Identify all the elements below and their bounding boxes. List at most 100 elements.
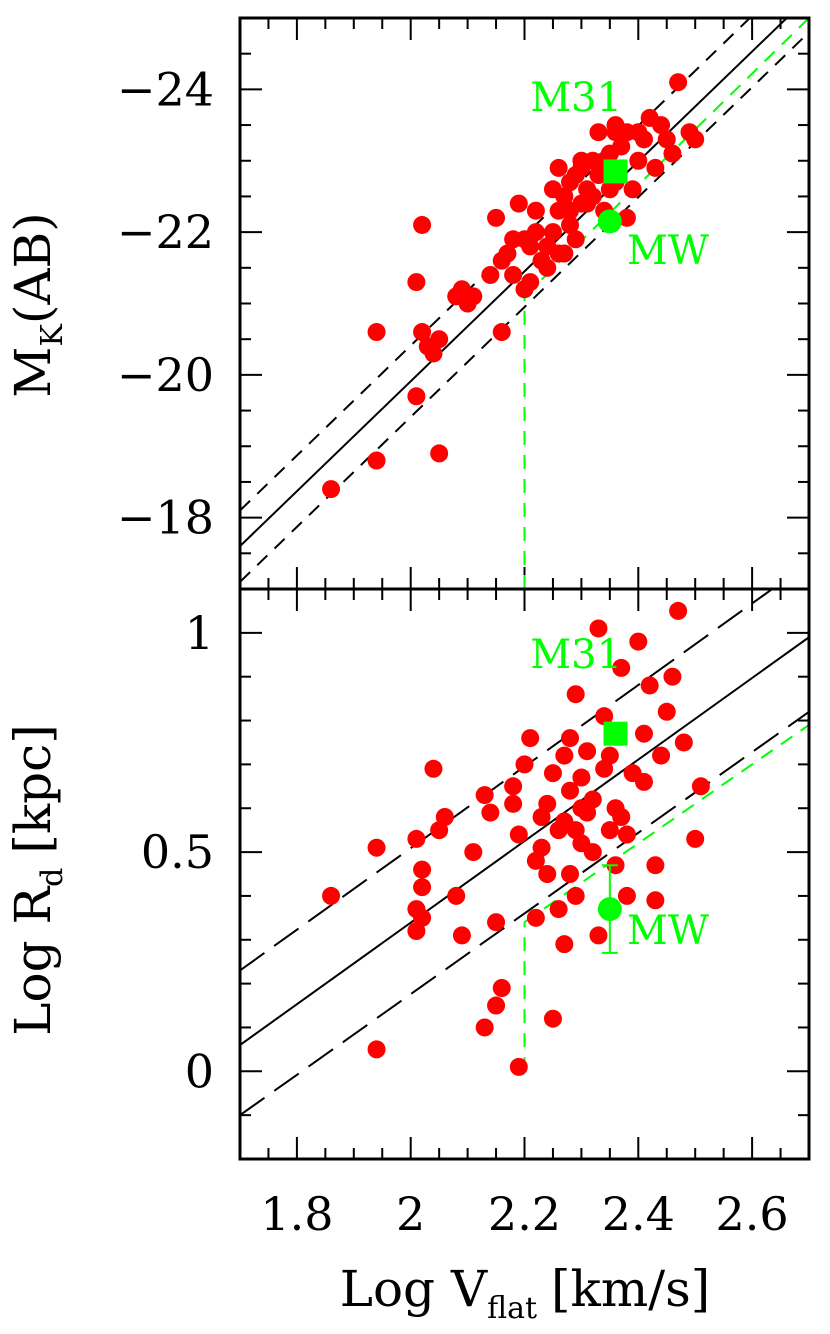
bottom-data-point: [561, 781, 580, 800]
top-data-point: [623, 180, 642, 199]
bottom-data-point: [600, 746, 619, 765]
bottom-data-point: [555, 812, 574, 831]
bottom-data-point: [629, 632, 648, 651]
top-data-point: [555, 244, 574, 263]
bottom-fit-line-longdash: [240, 710, 809, 1116]
top-y-tick-label: −18: [117, 491, 214, 545]
top-data-point: [606, 123, 625, 142]
bottom-data-point: [532, 838, 551, 857]
bottom-m31-marker: [603, 721, 628, 746]
x-tick-label: 2.4: [602, 1187, 675, 1241]
bottom-data-point: [322, 886, 341, 905]
bottom-data-point: [413, 908, 432, 927]
top-y-axis-title: MK(AB): [4, 212, 70, 398]
top-data-point: [646, 158, 665, 177]
bottom-data-point: [663, 667, 682, 686]
bottom-mw-marker: [597, 897, 622, 922]
bottom-data-point: [509, 1057, 528, 1076]
top-y-tick-label: −22: [117, 205, 214, 259]
top-plot-area: [240, 18, 809, 589]
bottom-y-tick-label: 1: [185, 606, 214, 660]
bottom-data-point: [487, 913, 506, 932]
bottom-data-point: [634, 772, 653, 791]
bottom-data-point: [487, 996, 506, 1015]
top-data-point: [669, 73, 688, 92]
bottom-data-point: [606, 799, 625, 818]
top-data-point: [526, 223, 545, 242]
bottom-data-point: [367, 838, 386, 857]
top-data-point: [572, 151, 591, 170]
top-m31-marker: [603, 159, 628, 184]
bottom-data-point: [413, 878, 432, 897]
xlabel-main: Log V: [340, 1260, 488, 1318]
bottom-data-point: [600, 821, 619, 840]
top-data-point: [367, 451, 386, 470]
top-data-point: [498, 244, 517, 263]
top-data-point: [424, 344, 443, 363]
bottom-data-point: [640, 676, 659, 695]
bottom-data-point: [669, 601, 688, 620]
bottom-data-point: [566, 685, 585, 704]
bottom-data-point: [475, 1018, 494, 1037]
top-data-point: [583, 187, 602, 206]
bottom-data-point: [691, 777, 710, 796]
xlabel-sub: flat: [487, 1291, 537, 1326]
x-tick-label: 1.8: [260, 1187, 333, 1241]
bottom-data-point: [526, 908, 545, 927]
bottom-data-point: [561, 729, 580, 748]
top-data-point: [407, 273, 426, 292]
x-tick-label: 2.2: [488, 1187, 561, 1241]
top-y-tick-label: −20: [117, 348, 214, 402]
top-data-point: [538, 258, 557, 277]
bottom-data-point: [566, 886, 585, 905]
bottom-data-point: [561, 865, 580, 883]
top-mw-marker: [597, 209, 622, 234]
bottom-data-point: [572, 768, 591, 787]
top-data-point: [526, 201, 545, 220]
bottom-data-point: [646, 856, 665, 875]
bottom-data-point: [646, 891, 665, 910]
top-data-point: [612, 137, 631, 156]
bottom-data-point: [589, 619, 608, 638]
bottom-data-point: [549, 900, 568, 919]
bottom-data-point: [492, 979, 511, 997]
bottom-data-point: [583, 843, 602, 862]
bottom-data-point: [447, 886, 466, 905]
top-data-point: [509, 194, 528, 213]
top-data-point: [322, 480, 341, 499]
bottom-axes-frame: [238, 587, 811, 1161]
bottom-data-point: [543, 764, 562, 783]
top-data-point: [504, 265, 523, 284]
top-data-point: [543, 223, 562, 242]
top-data-point: [629, 123, 648, 142]
bottom-data-point: [674, 733, 693, 752]
svg-text:Log Rd[kpc]: Log Rd [kpc]: [4, 724, 70, 1035]
bottom-data-point: [504, 794, 523, 813]
top-data-point: [407, 387, 426, 406]
top-data-point: [515, 280, 534, 299]
bottom-data-point: [464, 843, 483, 862]
bottom-y-axis-title: Log Rd [kpc]: [4, 724, 70, 1035]
bottom-data-point: [367, 1040, 386, 1059]
bottom-mw-label: MW: [627, 908, 709, 954]
top-data-point: [657, 130, 676, 149]
bottom-data-point: [435, 808, 454, 826]
bottom-y-tick-label: 0.5: [141, 825, 214, 879]
top-data-point: [561, 201, 580, 220]
bottom-data-point: [538, 865, 557, 883]
top-data-point: [413, 215, 432, 234]
bottom-panel: 0 0.5 1 1.8 2 2.2 2.4 2.6 M31 MW: [141, 587, 811, 1241]
bottom-data-point: [475, 786, 494, 805]
top-y-tick-label: −24: [117, 62, 214, 116]
top-data-point: [481, 265, 500, 284]
svg-text:MK(AB): MK(AB): [4, 212, 70, 398]
bottom-data-point: [509, 825, 528, 844]
bottom-data-point: [652, 746, 671, 765]
bottom-data-point: [617, 886, 636, 905]
bottom-data-point: [634, 724, 653, 743]
top-data-point: [430, 444, 449, 463]
bottom-data-point: [578, 742, 597, 761]
bottom-data-point: [481, 803, 500, 822]
